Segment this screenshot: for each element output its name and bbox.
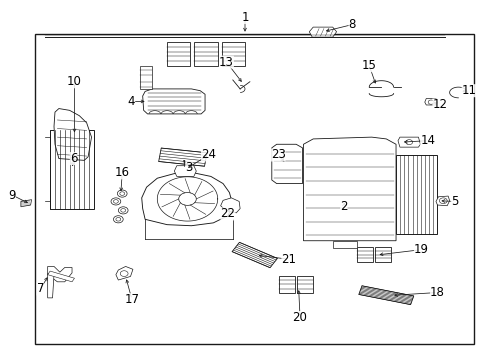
Polygon shape: [48, 266, 72, 282]
Circle shape: [118, 207, 128, 214]
Bar: [396, 155, 438, 234]
Circle shape: [111, 198, 121, 205]
Circle shape: [117, 190, 127, 197]
Text: 24: 24: [201, 148, 216, 162]
Text: 16: 16: [115, 166, 130, 179]
Text: 19: 19: [414, 243, 429, 256]
Bar: [167, 42, 191, 66]
Text: 1: 1: [241, 11, 249, 24]
Polygon shape: [140, 66, 152, 89]
Polygon shape: [116, 266, 133, 280]
Bar: [359, 286, 414, 305]
Bar: [159, 148, 207, 166]
Text: 3: 3: [185, 161, 193, 174]
Polygon shape: [398, 137, 420, 147]
Bar: [297, 276, 313, 293]
Bar: [375, 247, 391, 262]
Polygon shape: [142, 173, 233, 226]
Circle shape: [120, 192, 124, 195]
Text: 18: 18: [430, 286, 445, 299]
Polygon shape: [220, 198, 240, 213]
Text: 5: 5: [451, 195, 458, 208]
Text: 23: 23: [270, 148, 286, 162]
Bar: [195, 42, 218, 66]
Bar: [232, 242, 277, 268]
Text: 8: 8: [348, 18, 356, 31]
Circle shape: [120, 271, 128, 276]
Text: 14: 14: [420, 134, 435, 147]
Circle shape: [121, 208, 125, 212]
Polygon shape: [48, 271, 74, 282]
Text: 2: 2: [340, 200, 348, 213]
Bar: [221, 42, 245, 66]
Polygon shape: [303, 137, 396, 241]
Circle shape: [179, 193, 196, 205]
Bar: [50, 130, 94, 208]
Text: 10: 10: [67, 75, 82, 88]
Polygon shape: [272, 144, 302, 184]
Text: 21: 21: [281, 253, 296, 266]
Text: 9: 9: [8, 189, 16, 202]
Circle shape: [440, 198, 447, 203]
Text: 6: 6: [70, 152, 77, 165]
Circle shape: [116, 217, 121, 221]
Polygon shape: [174, 166, 196, 176]
Text: 7: 7: [37, 283, 44, 296]
Bar: [357, 247, 373, 262]
Text: 20: 20: [293, 311, 308, 324]
Circle shape: [114, 200, 118, 203]
Bar: [35, 33, 474, 344]
Polygon shape: [436, 196, 450, 206]
Polygon shape: [54, 109, 92, 160]
Text: 13: 13: [219, 55, 234, 69]
Text: 15: 15: [362, 59, 377, 72]
Polygon shape: [143, 89, 205, 114]
Bar: [279, 276, 294, 293]
Polygon shape: [21, 200, 31, 207]
Polygon shape: [48, 274, 54, 298]
Text: 4: 4: [128, 95, 135, 108]
Polygon shape: [309, 27, 337, 37]
Polygon shape: [425, 99, 438, 105]
Circle shape: [406, 140, 413, 145]
Text: 17: 17: [124, 293, 140, 306]
Text: 12: 12: [432, 99, 447, 112]
Text: 22: 22: [220, 207, 236, 220]
Circle shape: [428, 100, 434, 104]
Polygon shape: [333, 241, 357, 248]
Circle shape: [114, 216, 123, 223]
Text: 11: 11: [462, 84, 477, 97]
